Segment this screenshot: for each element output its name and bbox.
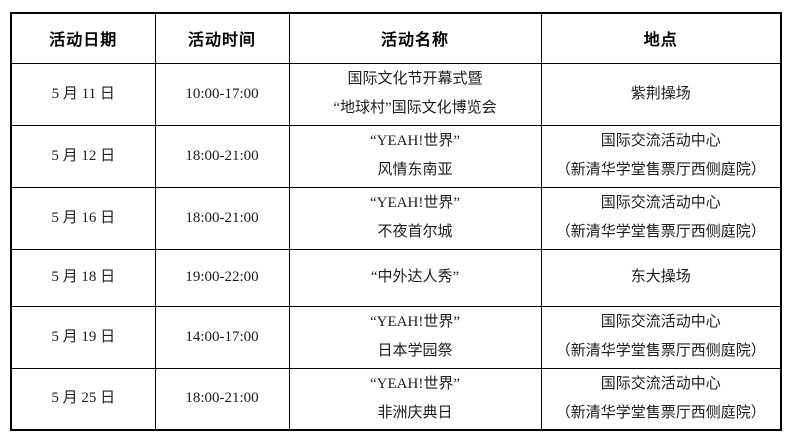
cell-line: “YEAH!世界”	[370, 375, 460, 392]
time-cell: 19:00-22:00	[154, 248, 290, 307]
cell-line: 风情东南亚	[377, 162, 453, 178]
name-cell: “YEAH!世界” 不夜首尔城	[288, 186, 542, 250]
location-cell: 紫荆操场	[540, 62, 782, 126]
cell-line: 5 月 25 日	[51, 390, 116, 407]
cell-line: 紫荆操场	[630, 85, 691, 102]
cell-line: 国际交流活动中心	[600, 375, 721, 392]
table-row: 5 月 18 日 19:00-22:00 “中外达人秀” 东大操场	[10, 248, 782, 307]
time-cell: 18:00-21:00	[154, 186, 290, 250]
activity-schedule-table: 活动日期 活动时间 活动名称 地点 5 月 11 日 10:00-17:00 国际文…	[10, 12, 782, 431]
cell-line: “中外达人秀”	[370, 269, 460, 285]
date-cell: 5 月 12 日	[10, 124, 156, 188]
cell-line: （新清华学堂售票厅西侧庭院）	[555, 343, 766, 359]
name-cell: “中外达人秀”	[288, 248, 542, 307]
cell-line: 国际交流活动中心	[600, 133, 721, 149]
header-activity-time: 活动时间	[154, 12, 290, 64]
time-cell: 14:00-17:00	[154, 305, 290, 369]
table-row: 5 月 19 日 14:00-17:00 “YEAH!世界” 日本学园祭 国际交流活动中…	[10, 305, 782, 369]
cell-line: 18:00-21:00	[185, 390, 259, 407]
location-cell: 东大操场	[540, 248, 782, 307]
cell-line: 国际交流活动中心	[600, 195, 721, 211]
cell-line: “YEAH!世界”	[370, 314, 460, 330]
cell-line: （新清华学堂售票厅西侧庭院）	[555, 404, 766, 421]
cell-line: “YEAH!世界”	[370, 195, 460, 211]
date-cell: 5 月 25 日	[10, 367, 156, 431]
name-cell: 国际文化节开幕式暨 “地球村”国际文化博览会	[288, 62, 542, 126]
cell-line: （新清华学堂售票厅西侧庭院）	[555, 224, 766, 240]
cell-line: 5 月 12 日	[51, 147, 116, 164]
location-cell: 国际交流活动中心 （新清华学堂售票厅西侧庭院）	[540, 186, 782, 250]
cell-line: 非洲庆典日	[377, 404, 453, 421]
time-cell: 18:00-21:00	[154, 367, 290, 431]
cell-line: “YEAH!世界”	[370, 133, 460, 149]
name-cell: “YEAH!世界” 风情东南亚	[288, 124, 542, 188]
header-activity-name: 活动名称	[288, 12, 542, 64]
header-location: 地点	[540, 12, 782, 64]
cell-line: （新清华学堂售票厅西侧庭院）	[555, 162, 766, 178]
cell-line: 国际交流活动中心	[600, 314, 721, 330]
header-activity-date: 活动日期	[10, 12, 156, 64]
date-cell: 5 月 11 日	[10, 62, 156, 126]
cell-line: 5 月 16 日	[51, 209, 116, 226]
name-cell: “YEAH!世界” 日本学园祭	[288, 305, 542, 369]
time-cell: 18:00-21:00	[154, 124, 290, 188]
cell-line: 国际文化节开幕式暨	[347, 71, 483, 87]
table-body: 5 月 11 日 10:00-17:00 国际文化节开幕式暨 “地球村”国际文化博览会…	[10, 62, 782, 431]
name-cell: “YEAH!世界” 非洲庆典日	[288, 367, 542, 431]
table-row: 5 月 11 日 10:00-17:00 国际文化节开幕式暨 “地球村”国际文化博览会…	[10, 62, 782, 126]
table-row: 5 月 12 日 18:00-21:00 “YEAH!世界” 风情东南亚 国际交流活动中…	[10, 124, 782, 188]
cell-line: 19:00-22:00	[185, 269, 259, 285]
date-cell: 5 月 18 日	[10, 248, 156, 307]
cell-line: 日本学园祭	[377, 343, 453, 359]
location-cell: 国际交流活动中心 （新清华学堂售票厅西侧庭院）	[540, 124, 782, 188]
location-cell: 国际交流活动中心 （新清华学堂售票厅西侧庭院）	[540, 305, 782, 369]
cell-line: 14:00-17:00	[185, 328, 259, 345]
date-cell: 5 月 16 日	[10, 186, 156, 250]
cell-line: 5 月 18 日	[51, 269, 116, 285]
cell-line: “地球村”国际文化博览会	[333, 100, 497, 116]
cell-line: 10:00-17:00	[185, 85, 259, 102]
cell-line: 5 月 11 日	[51, 85, 115, 102]
header-row: 活动日期 活动时间 活动名称 地点	[10, 12, 782, 64]
cell-line: 不夜首尔城	[377, 224, 453, 240]
cell-line: 5 月 19 日	[51, 328, 116, 345]
table-row: 5 月 16 日 18:00-21:00 “YEAH!世界” 不夜首尔城 国际交流活动中…	[10, 186, 782, 250]
cell-line: 东大操场	[630, 269, 691, 285]
time-cell: 10:00-17:00	[154, 62, 290, 126]
date-cell: 5 月 19 日	[10, 305, 156, 369]
cell-line: 18:00-21:00	[185, 147, 259, 164]
table-row: 5 月 25 日 18:00-21:00 “YEAH!世界” 非洲庆典日 国际交流活动中…	[10, 367, 782, 431]
location-cell: 国际交流活动中心 （新清华学堂售票厅西侧庭院）	[540, 367, 782, 431]
cell-line: 18:00-21:00	[185, 209, 259, 226]
